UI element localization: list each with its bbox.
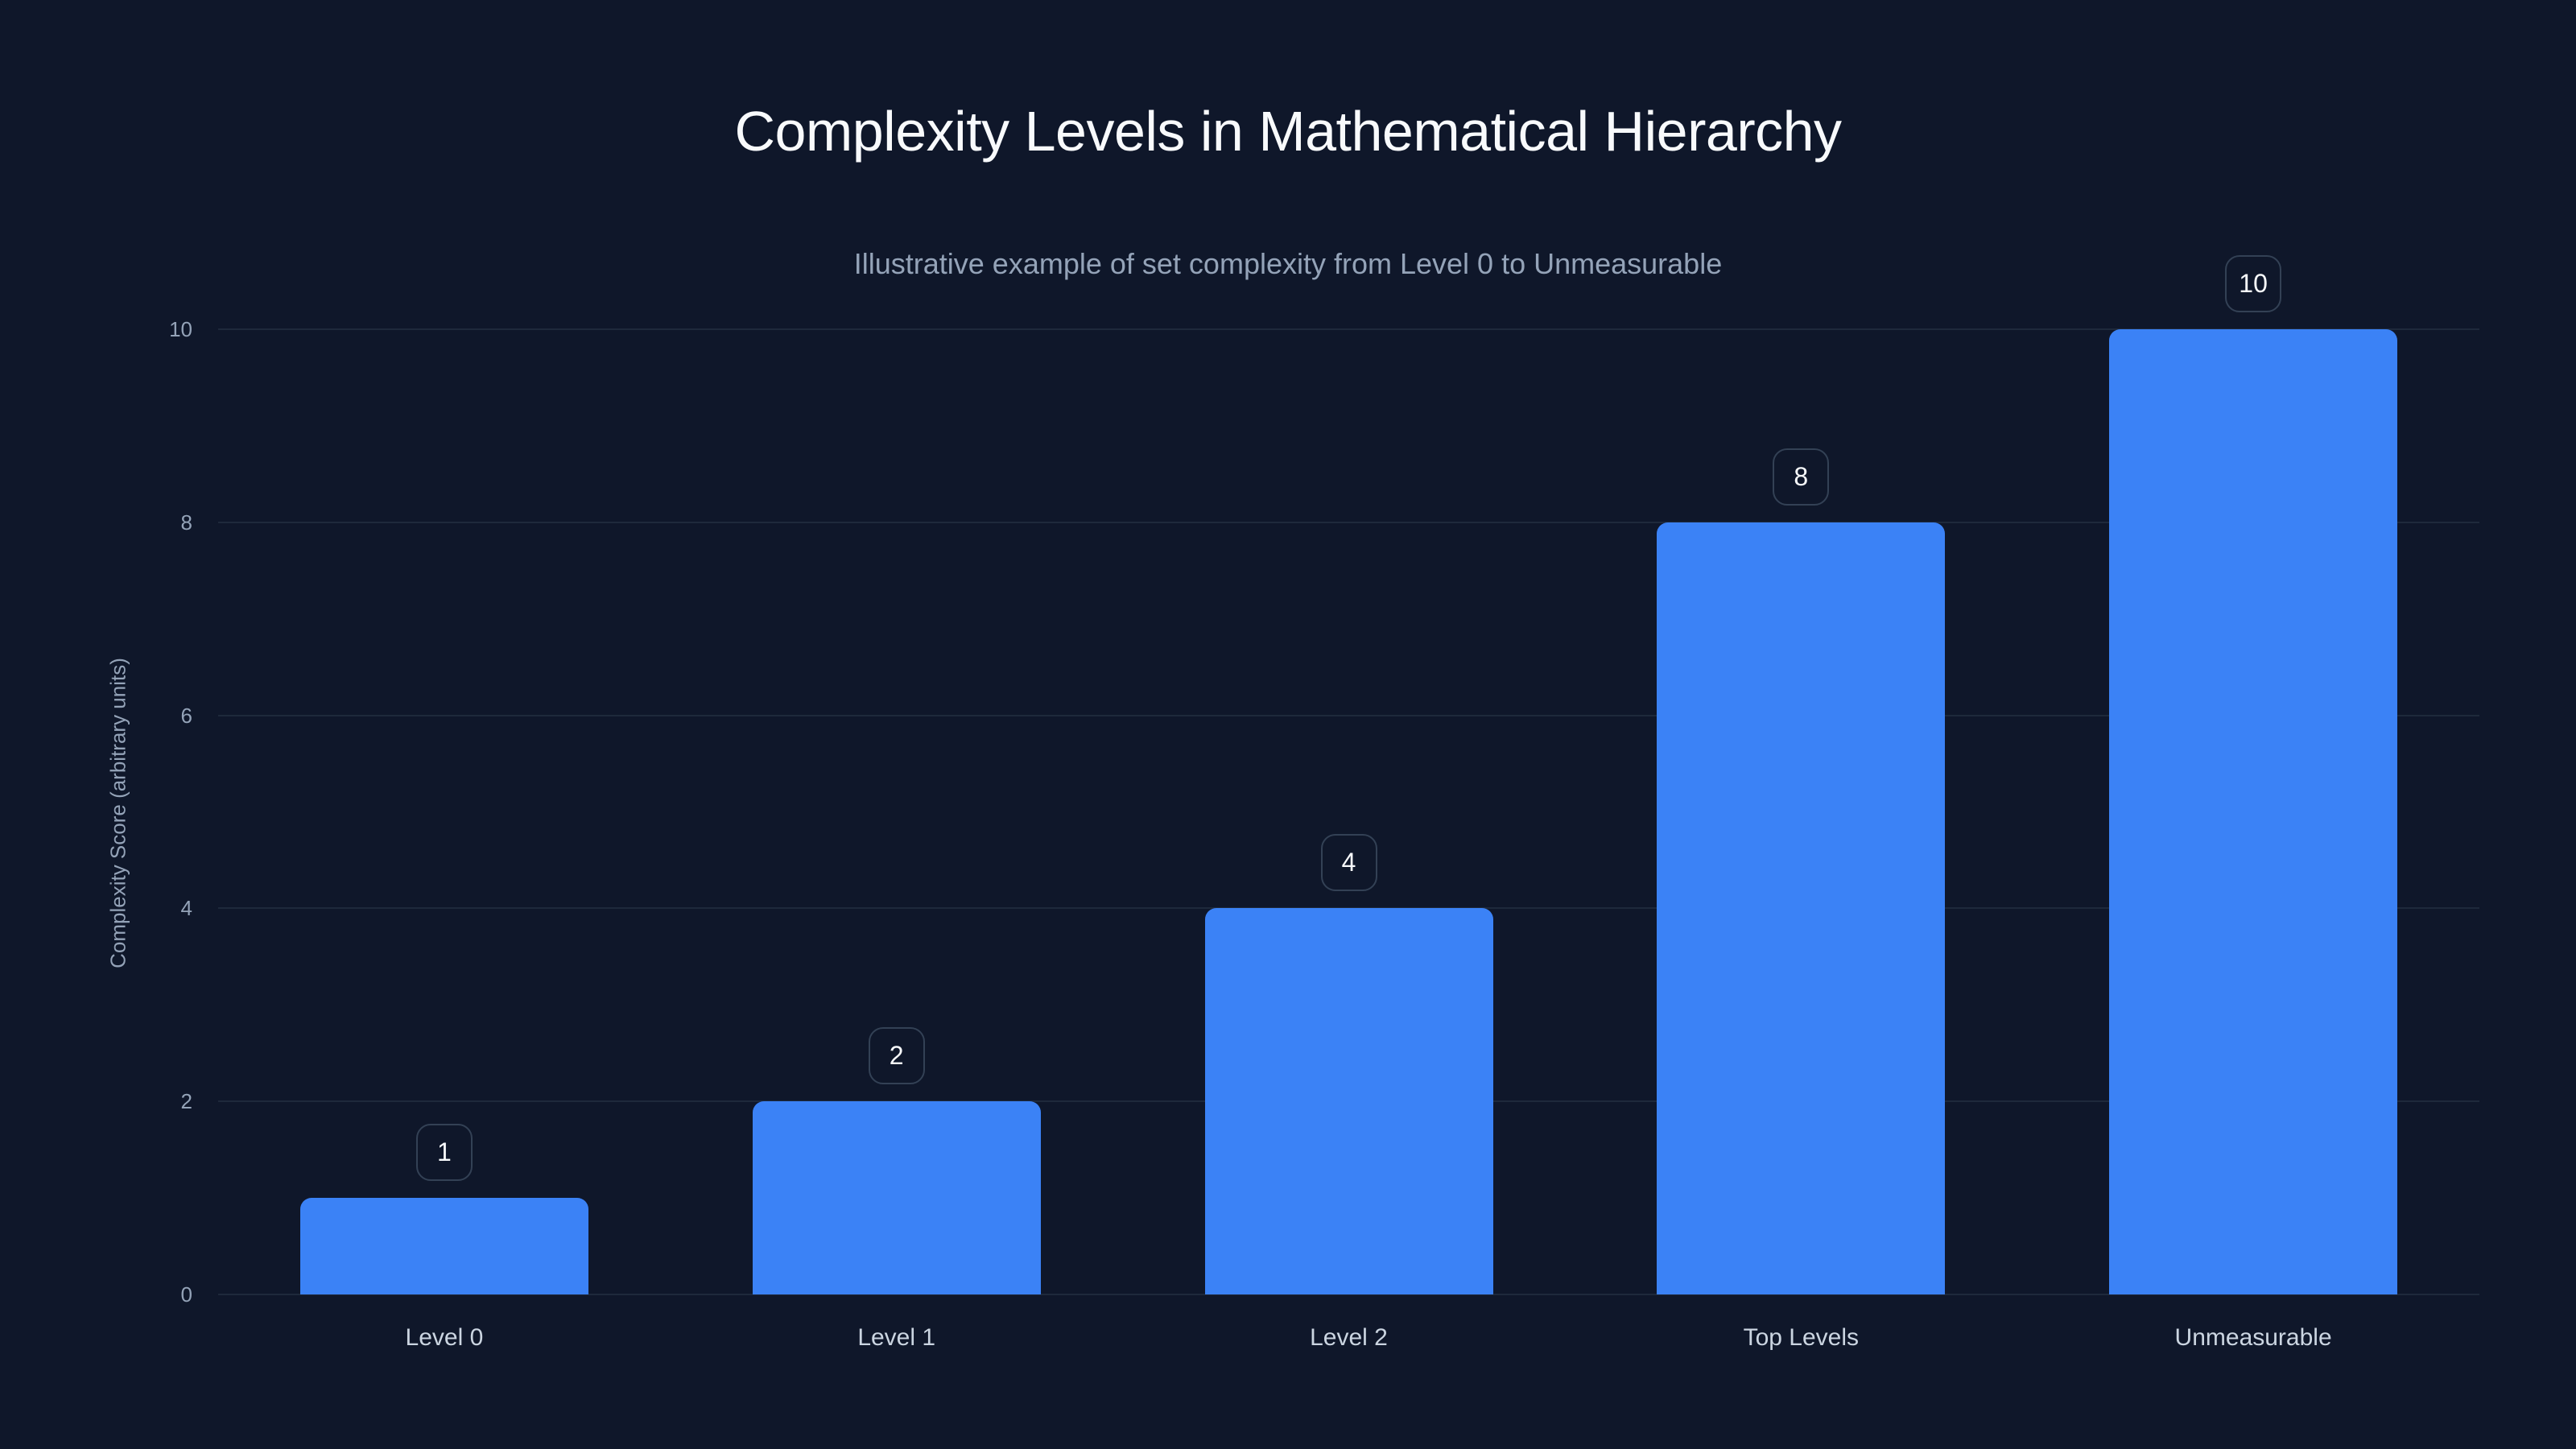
gridline (218, 328, 2479, 330)
y-tick-label: 10 (169, 317, 192, 341)
chart-subtitle: Illustrative example of set complexity f… (853, 247, 1723, 280)
bar[interactable] (1657, 522, 1946, 1294)
y-tick-label: 0 (180, 1282, 192, 1307)
chart-title: Complexity Levels in Mathematical Hierar… (734, 100, 1842, 163)
gridline (218, 1294, 2479, 1295)
value-label: 2 (868, 1027, 925, 1085)
y-tick-label: 6 (180, 703, 192, 728)
x-category-label: Top Levels (1743, 1324, 1860, 1351)
gridline (218, 521, 2479, 523)
value-label: 8 (1773, 448, 1830, 506)
bar[interactable] (752, 1101, 1041, 1294)
plot-area: 1 2 4 8 10 (218, 255, 2479, 1295)
x-category-label: Level 1 (857, 1324, 936, 1351)
bar[interactable] (2109, 329, 2398, 1294)
y-tick-label: 4 (180, 896, 192, 921)
y-tick-label: 2 (180, 1089, 192, 1114)
gridline (218, 907, 2479, 910)
value-label: 1 (415, 1124, 473, 1182)
x-category-label: Unmeasurable (2174, 1324, 2332, 1351)
y-axis-title: Complexity Score (arbitrary units) (105, 658, 130, 968)
value-label: 4 (1320, 834, 1377, 892)
x-category-label: Level 0 (405, 1324, 484, 1351)
y-tick-label: 8 (180, 510, 192, 535)
gridline (218, 714, 2479, 716)
bar[interactable] (1204, 908, 1493, 1294)
value-label: 10 (2225, 255, 2282, 312)
x-category-label: Level 2 (1310, 1324, 1388, 1351)
bar[interactable] (299, 1198, 588, 1294)
